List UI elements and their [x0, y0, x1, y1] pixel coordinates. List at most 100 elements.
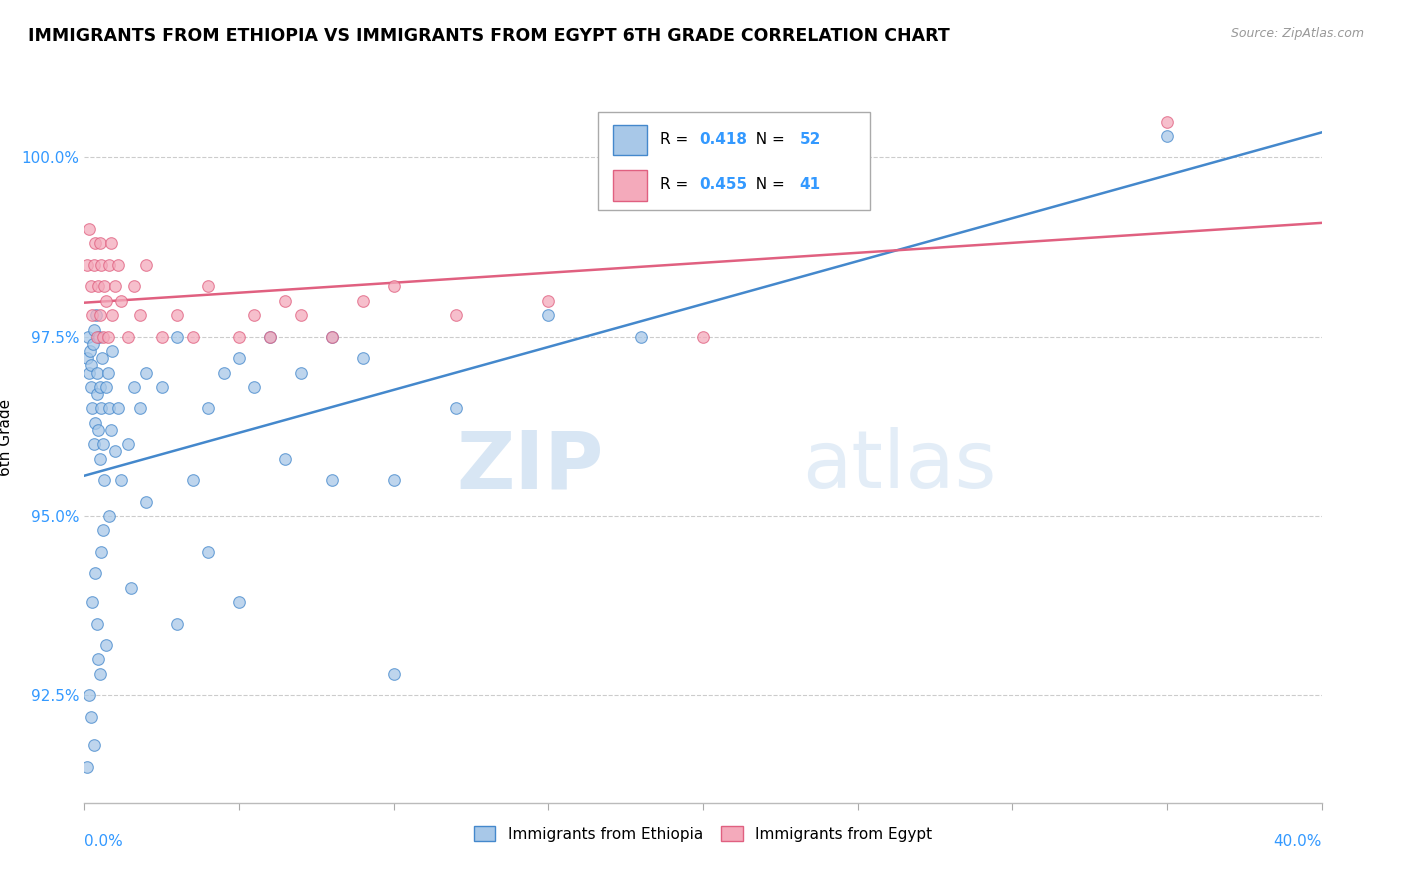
Point	[181, 329, 204, 343]
Point	[93, 279, 115, 293]
Point	[117, 437, 139, 451]
Point	[84, 236, 107, 251]
Text: R =: R =	[659, 132, 693, 147]
Point	[82, 401, 104, 416]
Point	[290, 366, 312, 380]
Point	[382, 279, 405, 293]
Point	[382, 666, 405, 681]
Point	[135, 494, 157, 508]
Point	[101, 308, 124, 322]
Point	[83, 258, 105, 272]
Point	[90, 401, 112, 416]
Point	[1156, 114, 1178, 128]
Point	[228, 595, 250, 609]
Point	[290, 308, 312, 322]
Point	[82, 595, 104, 609]
Point	[321, 473, 343, 487]
Text: 40.0%: 40.0%	[1274, 833, 1322, 848]
Text: 0.418: 0.418	[699, 132, 747, 147]
Point	[89, 329, 111, 343]
Point	[166, 308, 188, 322]
Point	[274, 293, 297, 308]
Point	[120, 581, 142, 595]
Point	[84, 308, 107, 322]
Point	[94, 293, 117, 308]
Point	[89, 308, 111, 322]
Point	[274, 451, 297, 466]
Point	[79, 279, 101, 293]
Point	[197, 401, 219, 416]
Point	[91, 351, 114, 366]
Point	[197, 279, 219, 293]
Point	[84, 416, 107, 430]
Point	[77, 222, 100, 236]
Point	[82, 336, 104, 351]
Point	[101, 344, 124, 359]
Point	[96, 329, 118, 343]
Text: atlas: atlas	[801, 427, 997, 506]
Point	[107, 401, 129, 416]
Point	[77, 366, 100, 380]
Point	[122, 279, 145, 293]
Point	[87, 279, 110, 293]
Point	[90, 545, 112, 559]
Legend: Immigrants from Ethiopia, Immigrants from Egypt: Immigrants from Ethiopia, Immigrants fro…	[468, 820, 938, 847]
Point	[135, 366, 157, 380]
Point	[166, 329, 188, 343]
Point	[321, 329, 343, 343]
Point	[98, 401, 121, 416]
Text: ZIP: ZIP	[457, 427, 605, 506]
Point	[94, 638, 117, 652]
Point	[76, 351, 98, 366]
Text: 0.455: 0.455	[699, 178, 748, 192]
Point	[87, 652, 110, 666]
Point	[692, 329, 714, 343]
Point	[82, 308, 104, 322]
Point	[259, 329, 281, 343]
Point	[228, 329, 250, 343]
FancyBboxPatch shape	[613, 125, 647, 155]
Point	[77, 688, 100, 702]
Point	[150, 329, 173, 343]
Point	[86, 366, 108, 380]
Point	[89, 451, 111, 466]
Point	[89, 380, 111, 394]
Point	[181, 473, 204, 487]
Point	[110, 473, 132, 487]
Point	[444, 308, 467, 322]
Point	[86, 616, 108, 631]
Text: N =: N =	[747, 178, 790, 192]
Point	[98, 258, 121, 272]
Point	[104, 279, 127, 293]
Point	[89, 236, 111, 251]
Point	[129, 401, 152, 416]
Point	[150, 380, 173, 394]
Y-axis label: 6th Grade: 6th Grade	[0, 399, 13, 475]
Point	[91, 329, 114, 343]
Point	[630, 329, 652, 343]
Point	[243, 308, 266, 322]
Point	[79, 380, 101, 394]
FancyBboxPatch shape	[613, 170, 647, 201]
Point	[94, 380, 117, 394]
Point	[79, 344, 101, 359]
Point	[107, 258, 129, 272]
Point	[537, 293, 560, 308]
Point	[197, 545, 219, 559]
Text: 41: 41	[800, 178, 821, 192]
Point	[135, 258, 157, 272]
Point	[87, 423, 110, 437]
Point	[91, 437, 114, 451]
Text: N =: N =	[747, 132, 790, 147]
Point	[76, 258, 98, 272]
Point	[259, 329, 281, 343]
Point	[98, 508, 121, 523]
FancyBboxPatch shape	[598, 112, 870, 211]
Point	[122, 380, 145, 394]
Point	[83, 437, 105, 451]
Point	[212, 366, 235, 380]
Point	[83, 322, 105, 336]
Point	[228, 351, 250, 366]
Point	[1156, 128, 1178, 143]
Point	[89, 666, 111, 681]
